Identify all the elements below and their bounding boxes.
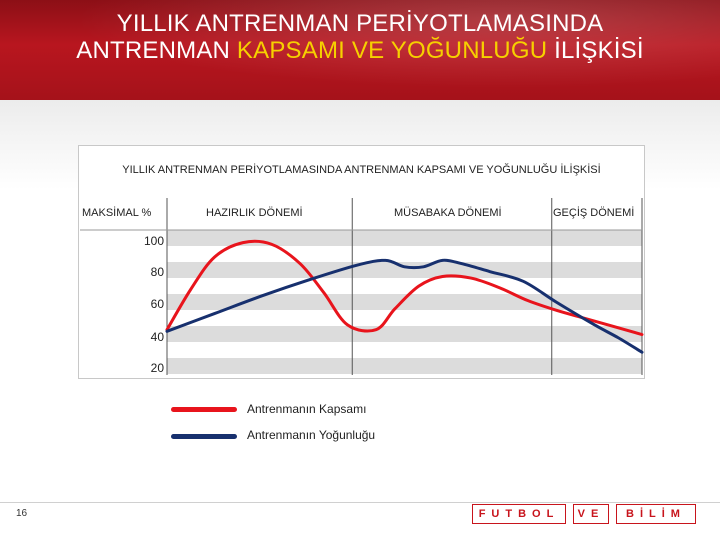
legend-label-volume: Antrenmanın Kapsamı xyxy=(247,402,367,416)
y-tick-label: 100 xyxy=(143,234,164,248)
grid-band xyxy=(167,262,642,278)
title-line-2-suffix: İLİŞKİSİ xyxy=(547,37,644,64)
grid-band xyxy=(167,358,642,374)
series-line-intensity xyxy=(165,258,644,354)
page-number: 16 xyxy=(16,508,28,519)
y-tick-label: 20 xyxy=(150,361,164,375)
legend-swatch-volume xyxy=(171,407,237,412)
page-title: YILLIK ANTRENMAN PERİYOTLAMASINDA ANTREN… xyxy=(0,10,720,64)
title-line-2-highlight: KAPSAMI VE YOĞUNLUĞU xyxy=(236,37,548,64)
title-line-2-prefix: ANTRENMAN xyxy=(76,37,237,64)
header-shine xyxy=(0,0,720,100)
grid-layer xyxy=(167,230,642,374)
chart-title: YILLIK ANTRENMAN PERİYOTLAMASINDA ANTREN… xyxy=(122,164,601,176)
grid-band xyxy=(167,326,642,342)
series-layer xyxy=(165,239,644,354)
y-tick-label: 60 xyxy=(150,297,164,311)
grid-band xyxy=(167,230,642,246)
y-tick-label: 80 xyxy=(150,265,164,279)
y-axis-label: MAKSİMAL % xyxy=(82,207,152,219)
series-line-volume xyxy=(165,239,644,337)
brand-futbol: FUTBOL xyxy=(472,504,566,524)
footer-divider xyxy=(0,502,720,503)
grid-band xyxy=(167,294,642,310)
phase-label-competition: MÜSABAKA DÖNEMİ xyxy=(394,207,502,219)
brand-ve: VE xyxy=(573,504,609,524)
brand-bilim: BİLİM xyxy=(616,504,696,524)
legend-swatch-intensity xyxy=(171,434,237,439)
phase-label-transition: GEÇİŞ DÖNEMİ xyxy=(553,207,635,219)
header-banner xyxy=(0,0,720,100)
title-line-1: YILLIK ANTRENMAN PERİYOTLAMASINDA xyxy=(116,10,604,37)
phase-dividers xyxy=(80,198,643,375)
title-line-2: ANTRENMAN KAPSAMI VE YOĞUNLUĞU İLİŞKİSİ xyxy=(0,37,720,64)
y-tick-label: 40 xyxy=(150,330,164,344)
legend-label-intensity: Antrenmanın Yoğunluğu xyxy=(247,428,376,442)
phase-label-preparation: HAZIRLIK DÖNEMİ xyxy=(206,207,303,219)
